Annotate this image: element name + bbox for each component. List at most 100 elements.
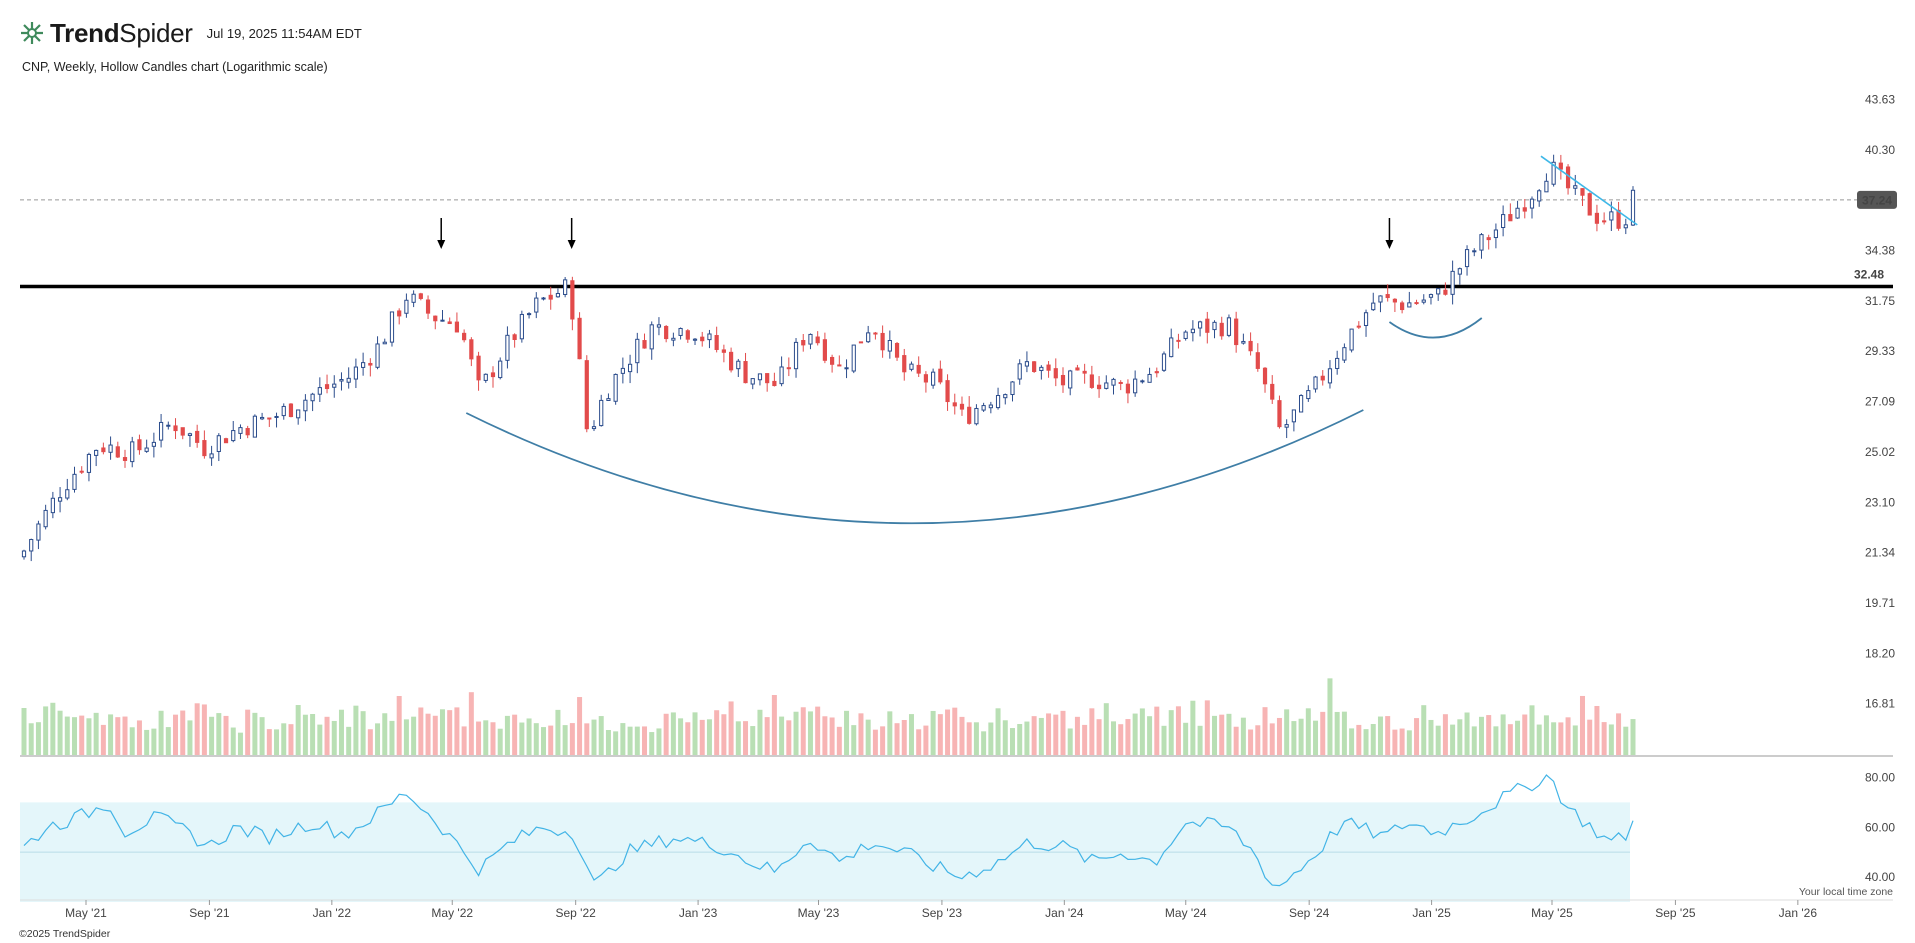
candle-body <box>425 299 431 314</box>
candle-body <box>50 497 55 514</box>
volume-bar <box>952 707 958 755</box>
volume-bar <box>1356 724 1362 755</box>
price-axis-tick: 43.63 <box>1865 93 1895 107</box>
candle-body <box>281 405 286 417</box>
candle-body <box>158 421 164 441</box>
volume-bar <box>1276 717 1282 755</box>
volume-bar <box>605 730 611 755</box>
candles-group <box>21 154 1636 562</box>
candle-body <box>1032 361 1037 372</box>
volume-bar <box>425 713 431 755</box>
candle-body <box>541 297 546 300</box>
rsi-line <box>23 774 1634 887</box>
volume-bar <box>750 726 756 755</box>
candle-body <box>1421 299 1426 303</box>
volume-bar <box>1601 722 1607 755</box>
candle-body <box>988 404 993 409</box>
volume-bar <box>757 709 763 755</box>
volume-bar <box>468 692 474 755</box>
volume-bar <box>1392 729 1398 755</box>
candle-body <box>714 335 719 350</box>
volume-bar <box>598 716 604 755</box>
volume-bar <box>1190 700 1196 755</box>
volume-bar <box>418 707 424 755</box>
candle-body <box>945 380 950 403</box>
candle-body <box>931 371 936 386</box>
volume-bar <box>187 720 193 755</box>
candle-body <box>656 324 662 328</box>
volume-bar <box>353 705 359 755</box>
candle-body <box>137 439 142 451</box>
candle-body <box>411 293 416 303</box>
candle-body <box>779 366 784 385</box>
candle-body <box>526 313 532 316</box>
volume-bar <box>461 726 467 755</box>
x-axis-tick: May '25 <box>1531 906 1573 920</box>
candle-body <box>404 299 409 314</box>
candle-body <box>361 362 366 368</box>
volume-bar <box>1089 708 1095 755</box>
volume-bar <box>533 723 539 755</box>
candle-body <box>72 473 77 490</box>
volume-bar <box>252 712 258 755</box>
candle-body <box>346 377 351 383</box>
candle-body <box>1234 318 1239 346</box>
candle-body <box>1609 211 1614 221</box>
candle-body <box>1392 298 1397 303</box>
volume-bar <box>1399 728 1405 755</box>
candle-body <box>1464 249 1470 268</box>
candle-body <box>815 336 820 344</box>
candle-body <box>1039 366 1044 372</box>
volume-bar <box>1377 716 1383 755</box>
volume-bar <box>1038 717 1044 755</box>
candle-body <box>187 433 193 436</box>
volume-bar <box>1212 715 1218 755</box>
volume-bar <box>72 717 78 755</box>
candle-body <box>671 337 676 341</box>
volume-bar <box>1103 703 1109 755</box>
candle-body <box>548 294 553 300</box>
volume-bar <box>411 716 417 755</box>
volume-bar <box>519 722 525 755</box>
volume-bar <box>375 723 381 755</box>
volume-bar <box>1154 706 1160 755</box>
volume-bar <box>1096 719 1102 755</box>
chart-subtitle: CNP, Weekly, Hollow Candles chart (Logar… <box>22 60 328 74</box>
volume-bar <box>180 710 186 755</box>
volume-bar <box>771 695 777 755</box>
candle-body <box>1277 400 1282 428</box>
volume-bar <box>1111 721 1117 755</box>
volume-bar <box>483 720 489 755</box>
descending-trendline <box>1540 155 1638 226</box>
trendspider-logo-icon <box>21 22 43 44</box>
volume-bar <box>973 722 979 755</box>
candle-body <box>678 327 683 336</box>
volume-bar <box>230 727 236 755</box>
volume-bar <box>1414 718 1420 755</box>
current-price-label: 37.24 <box>1862 193 1892 207</box>
volume-bar <box>1269 723 1275 755</box>
candle-body <box>1356 325 1361 328</box>
candle-body <box>1118 382 1123 385</box>
x-axis-tick: Jan '26 <box>1779 906 1818 920</box>
candle-body <box>36 523 41 541</box>
candle-body <box>1197 321 1203 329</box>
volume-bar <box>620 723 626 755</box>
price-axis-tick: 16.81 <box>1865 697 1895 711</box>
candle-body <box>534 297 539 313</box>
volume-bar <box>1132 713 1138 755</box>
candle-body <box>310 393 315 402</box>
candle-body <box>844 367 849 370</box>
rsi-axis-tick: 60.00 <box>1865 820 1895 834</box>
volume-bar <box>1067 728 1073 755</box>
candle-body <box>57 497 63 502</box>
candle-body <box>122 457 128 461</box>
candle-body <box>1378 295 1383 303</box>
x-axis-tick: May '22 <box>431 906 473 920</box>
volume-bar <box>829 717 835 755</box>
volume-bar <box>1464 712 1470 755</box>
volume-bar <box>360 711 366 755</box>
volume-bar <box>562 725 568 755</box>
candle-body <box>1125 383 1131 394</box>
